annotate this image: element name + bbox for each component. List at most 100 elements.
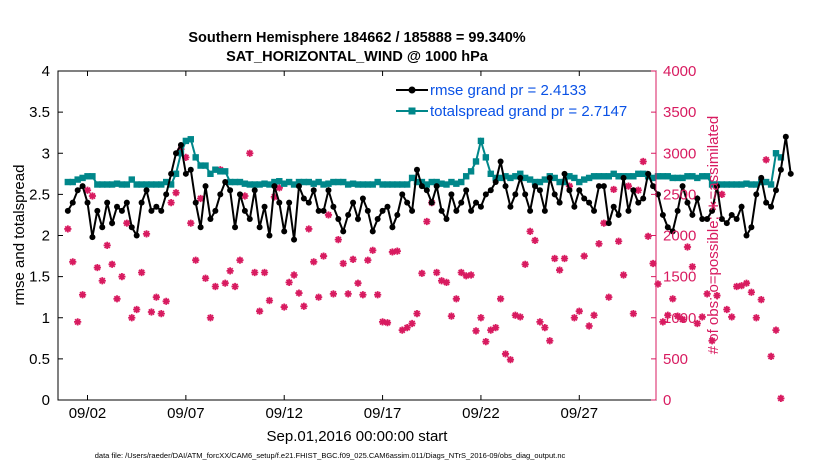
- rmse-point: [684, 199, 691, 206]
- obs-count-point: [241, 192, 249, 200]
- obs-count-point: [713, 291, 721, 300]
- obs-count-point: [610, 185, 618, 194]
- obs-count-point: [78, 291, 87, 299]
- totalspread-point: [679, 174, 686, 182]
- rmse-point: [600, 183, 607, 190]
- rmse-point: [458, 199, 465, 206]
- obs-count-point: [659, 318, 667, 326]
- obs-count-point: [93, 263, 101, 272]
- obs-count-point: [492, 324, 500, 332]
- x-tick-label: 09/22: [462, 405, 500, 422]
- totalspread-point: [536, 178, 544, 186]
- obs-count-point: [462, 272, 470, 280]
- totalspread-point: [79, 174, 86, 182]
- totalspread-point: [408, 174, 416, 182]
- totalspread-point: [576, 178, 583, 186]
- rmse-point: [246, 216, 253, 223]
- obs-count-point: [501, 350, 510, 358]
- rmse-point: [379, 207, 386, 214]
- obs-count-point: [644, 232, 652, 240]
- totalspread-point: [399, 181, 406, 188]
- obs-count-point: [556, 266, 564, 274]
- rmse-point: [723, 220, 730, 227]
- obs-count-point: [737, 282, 746, 290]
- totalspread-point: [472, 158, 480, 165]
- totalspread-point: [571, 174, 578, 182]
- totalspread-point: [635, 170, 642, 178]
- rmse-point: [256, 224, 263, 231]
- obs-count-point: [742, 279, 751, 287]
- x-tick-label: 09/07: [167, 405, 205, 422]
- rmse-point: [325, 187, 332, 194]
- obs-count-point: [762, 156, 770, 164]
- rmse-point: [384, 203, 391, 210]
- obs-count-point: [634, 186, 642, 194]
- rmse-point: [158, 207, 165, 214]
- rmse-point: [394, 211, 401, 218]
- rmse-point: [251, 187, 258, 194]
- totalspread-point: [246, 181, 253, 188]
- rmse-point: [443, 216, 450, 223]
- obs-count-point: [324, 211, 333, 219]
- obs-count-point: [669, 295, 677, 303]
- obs-count-point: [393, 247, 401, 255]
- totalspread-point: [369, 181, 376, 188]
- totalspread-point: [669, 174, 676, 182]
- obs-count-point: [605, 293, 613, 301]
- y-left-tick-label: 1: [42, 310, 50, 327]
- obs-count-point: [600, 219, 608, 227]
- totalspread-point: [615, 173, 622, 180]
- totalspread-point: [276, 178, 283, 185]
- obs-count-point: [477, 314, 485, 322]
- totalspread-point: [182, 137, 190, 145]
- plot-area: [57, 70, 657, 401]
- obs-count-point: [693, 319, 701, 328]
- totalspread-point: [674, 174, 681, 182]
- totalspread-point: [197, 162, 204, 169]
- rmse-point: [482, 191, 489, 198]
- obs-count-point: [619, 271, 628, 279]
- y-left-tick-label: 3.5: [29, 104, 50, 121]
- totalspread-point: [526, 176, 534, 183]
- y-right-tick-label: 2500: [663, 186, 696, 203]
- rmse-point: [738, 203, 745, 210]
- rmse-point: [571, 203, 578, 210]
- totalspread-point: [659, 173, 667, 180]
- chart-title: Southern Hemisphere 184662 / 185888 = 99…: [188, 30, 525, 46]
- obs-count-point: [398, 326, 406, 334]
- totalspread-point: [517, 170, 524, 178]
- obs-count-point: [201, 274, 210, 282]
- rmse-point: [123, 199, 130, 206]
- totalspread-point: [585, 174, 593, 182]
- totalspread-point: [108, 181, 116, 188]
- obs-count-point: [280, 303, 288, 311]
- totalspread-point: [428, 178, 435, 186]
- obs-count-point: [182, 153, 190, 161]
- totalspread-point: [207, 170, 214, 178]
- rmse-point: [556, 199, 563, 206]
- rmse-point: [241, 207, 248, 214]
- totalspread-point: [148, 181, 155, 188]
- rmse-point: [448, 191, 455, 198]
- totalspread-point: [74, 176, 81, 183]
- totalspread-point: [600, 173, 608, 180]
- obs-count-point: [516, 313, 524, 321]
- totalspread-point: [344, 181, 352, 188]
- totalspread-point: [531, 178, 539, 186]
- legend-spread-marker: [408, 107, 416, 115]
- totalspread-point: [167, 181, 175, 188]
- obs-count-point: [118, 273, 126, 281]
- rmse-point: [369, 228, 376, 235]
- rmse-point: [202, 183, 209, 190]
- obs-count-point: [678, 315, 687, 323]
- obs-count-point: [664, 311, 672, 319]
- rmse-point: [497, 158, 504, 165]
- obs-count-point: [305, 225, 313, 233]
- obs-count-point: [108, 260, 116, 268]
- obs-count-point: [364, 256, 372, 264]
- rmse-point: [413, 166, 420, 173]
- rmse-point: [433, 183, 440, 190]
- obs-count-point: [688, 263, 696, 271]
- totalspread-point: [777, 154, 785, 161]
- rmse-point: [532, 183, 539, 190]
